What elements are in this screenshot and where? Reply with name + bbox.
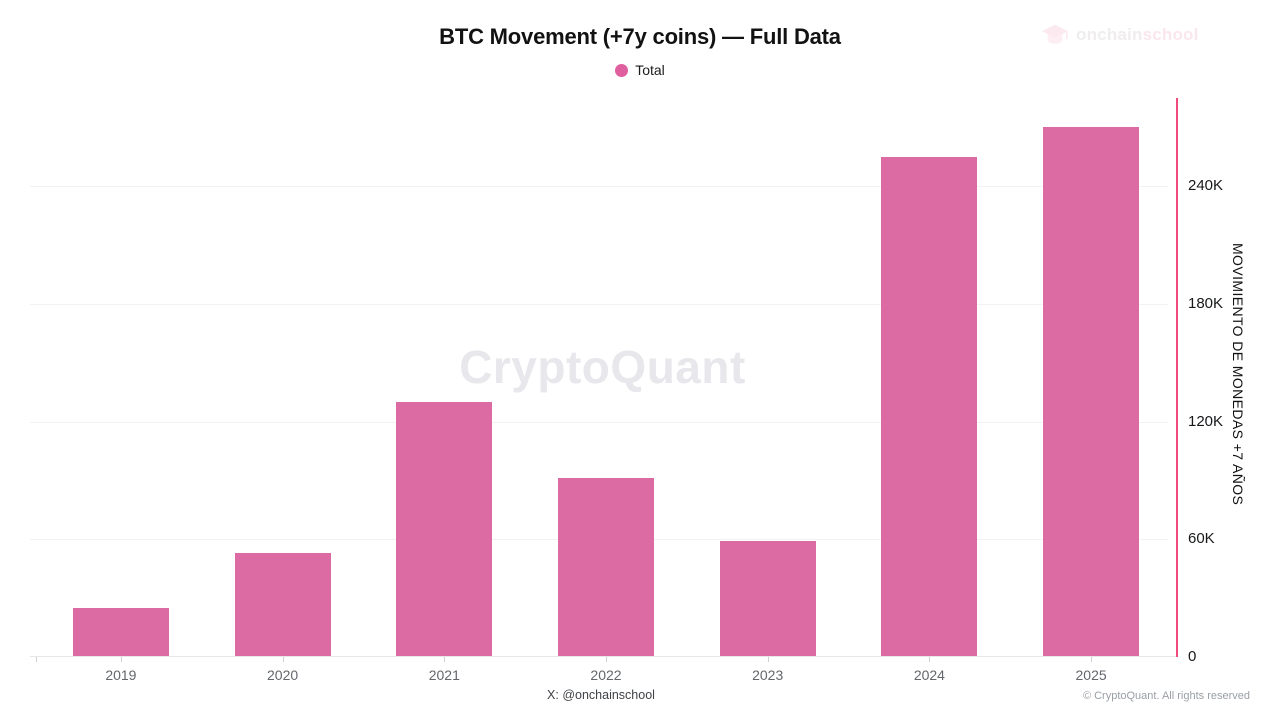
y-tick-label-240K: 240K [1188,177,1224,194]
legend-dot-icon [615,63,629,77]
x-tick-label-2021: 2021 [428,667,460,683]
x-tick-label-2025: 2025 [1075,667,1107,683]
gridline-120000 [30,421,1168,423]
brand-wordmark-onchain: onchain [1076,25,1143,44]
x-axis-line [30,656,1176,657]
x-tick-2023 [767,657,769,662]
cryptoquant-watermark: CryptoQuant [459,341,746,393]
y-tick-label-120K: 120K [1188,412,1224,430]
gridline-240000 [30,186,1168,187]
x-tick-2021 [444,657,446,662]
x-tick-2019 [120,657,122,662]
bar-2023[interactable] [719,541,816,657]
footer-copyright: © CryptoQuant. All rights reserved [1082,690,1250,702]
x-tick-2020 [282,657,284,662]
bar-2021[interactable] [396,401,493,657]
x-tick-label-2022: 2022 [590,667,622,683]
y-tick-label-60K: 60K [1188,530,1215,548]
graduation-cap-icon [1042,24,1068,44]
x-tick-2022 [606,657,607,662]
bar-2020[interactable] [234,553,331,657]
legend-item-total[interactable]: Total [0,62,1280,78]
y-axis-title: MOVIMIENTO DE MONEDAS +7 AÑOS [1230,243,1246,506]
legend-label: Total [635,62,665,78]
bar-2019[interactable] [72,607,169,657]
brand-logo: onchainschool [1040,22,1199,48]
brand-wordmark: onchainschool [1076,25,1199,45]
x-tick-label-2020: 2020 [267,667,299,683]
x-tick-label-2019: 2019 [105,667,137,683]
y-tick-label-180K: 180K [1188,294,1224,312]
x-tick-2024 [929,657,931,662]
y-tick-label-0: 0 [1188,648,1197,665]
bar-2022[interactable] [558,478,654,657]
footer-credit: X: @onchainschool [547,688,655,702]
x-tick-label-2024: 2024 [913,667,945,683]
bar-2024[interactable] [881,156,978,657]
gridline-180000 [30,303,1168,305]
brand-wordmark-school: school [1142,25,1199,44]
y-axis-line [1176,98,1178,657]
x-tick-label-2023: 2023 [752,667,784,683]
bar-2025[interactable] [1043,127,1140,657]
x-tick-2025 [1091,657,1093,662]
chart-title: BTC Movement (+7y coins) — Full Data [439,24,841,49]
x-axis-start-tick [36,657,37,662]
